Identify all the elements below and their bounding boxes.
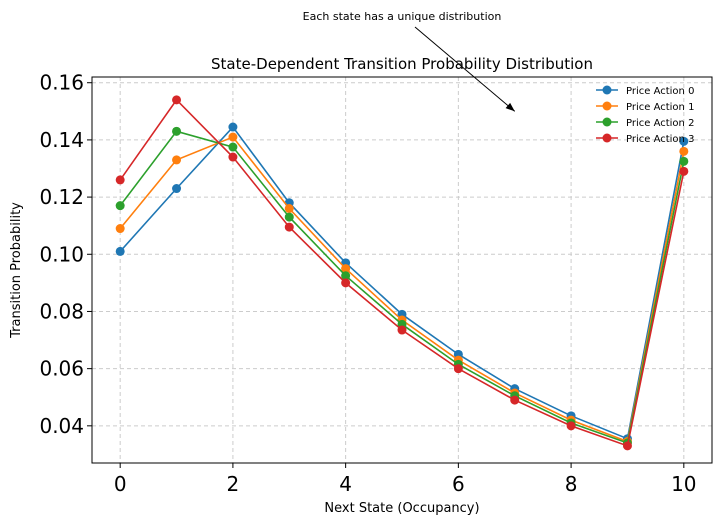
series-layer: [115, 95, 689, 451]
series-3: [115, 95, 689, 451]
data-point: [284, 222, 294, 232]
annotation-arrow-line: [414, 26, 516, 112]
data-point: [228, 122, 238, 132]
grid: [92, 77, 712, 463]
y-tick-label: 0.06: [39, 357, 84, 381]
data-point: [172, 155, 182, 165]
series-1: [115, 132, 689, 447]
y-tick-label: 0.08: [39, 299, 84, 323]
y-tick-label: 0.10: [39, 242, 84, 266]
x-tick-label: 0: [114, 472, 127, 496]
series-line: [119, 130, 685, 445]
data-point: [453, 364, 463, 374]
data-point: [228, 142, 238, 152]
data-point: [679, 166, 689, 176]
legend-marker: [602, 117, 612, 127]
series-line: [119, 125, 685, 440]
data-point: [341, 278, 351, 288]
annotation: Each state has a unique distribution: [303, 10, 516, 112]
data-point: [679, 136, 689, 146]
chart-title: State-Dependent Transition Probability D…: [211, 55, 593, 73]
x-tick-label: 8: [565, 472, 578, 496]
data-point: [115, 224, 125, 234]
legend-label: Price Action 0: [626, 86, 694, 97]
legend-item: Price Action 1: [596, 101, 694, 113]
series-2: [115, 126, 689, 448]
data-point: [115, 246, 125, 256]
axis-ticks: 0 2 4 6 8 10 0.04 0.06 0.08 0.10 0.12 0.14 0.16: [39, 71, 696, 496]
legend-item: Price Action 0: [596, 85, 694, 97]
data-point: [284, 212, 294, 222]
x-tick-label: 4: [339, 472, 352, 496]
legend-marker: [602, 85, 612, 95]
series-line: [119, 136, 685, 443]
data-point: [115, 201, 125, 211]
data-point: [679, 146, 689, 156]
y-axis-label: Transition Probability: [9, 202, 24, 339]
series-line: [119, 98, 685, 447]
x-tick-label: 2: [227, 472, 240, 496]
data-point: [172, 95, 182, 105]
data-point: [228, 152, 238, 162]
data-point: [341, 264, 351, 274]
x-tick-label: 10: [671, 472, 696, 496]
y-tick-label: 0.14: [39, 128, 84, 152]
legend-label: Price Action 3: [626, 134, 694, 145]
data-point: [115, 175, 125, 185]
x-axis-label: Next State (Occupancy): [324, 501, 479, 516]
legend: Price Action 0 Price Action 1 Price Action…: [596, 85, 694, 145]
legend-marker: [602, 133, 612, 143]
plot-frame: [91, 76, 713, 464]
data-point: [566, 421, 576, 431]
legend-marker: [602, 101, 612, 111]
data-point: [622, 441, 632, 451]
x-tick-label: 6: [452, 472, 465, 496]
y-tick-label: 0.12: [39, 185, 84, 209]
legend-label: Price Action 1: [626, 102, 694, 113]
data-point: [228, 132, 238, 142]
data-point: [679, 156, 689, 166]
data-point: [284, 204, 294, 214]
series-0: [115, 122, 689, 444]
data-point: [397, 325, 407, 335]
data-point: [172, 126, 182, 136]
legend-item: Price Action 2: [596, 117, 694, 129]
data-point: [341, 271, 351, 281]
legend-label: Price Action 2: [626, 118, 694, 129]
annotation-arrow-head: [505, 102, 515, 112]
annotation-text: Each state has a unique distribution: [303, 10, 502, 23]
y-tick-label: 0.16: [39, 71, 84, 95]
legend-item: Price Action 3: [596, 133, 694, 145]
data-point: [510, 395, 520, 405]
data-point: [172, 184, 182, 194]
y-tick-label: 0.04: [39, 414, 84, 438]
